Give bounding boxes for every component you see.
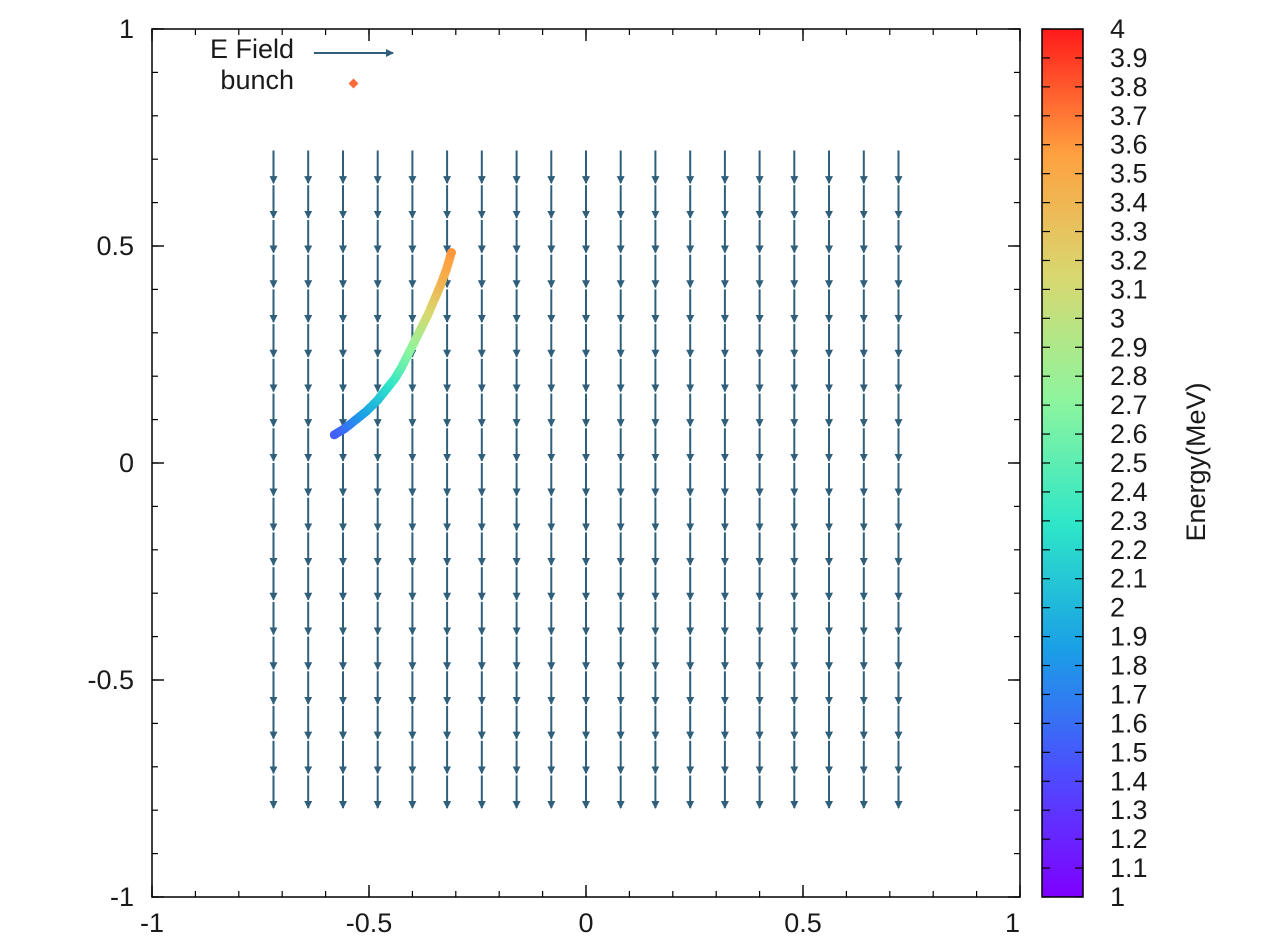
x-tick-label: -0.5	[346, 908, 393, 936]
colorbar-tick-label: 4	[1110, 14, 1125, 44]
colorbar-tick-label: 2.5	[1110, 448, 1148, 478]
colorbar-tick-label: 3.1	[1110, 274, 1148, 304]
x-tick-label: 0.5	[784, 908, 822, 936]
axes: -1 -0.5 0 0.5 1 1 0.5 0 -0.5 -1	[87, 14, 1021, 936]
plot-area	[269, 150, 903, 809]
colorbar-tick-label: 2.7	[1110, 390, 1148, 420]
colorbar-tick-label: 1.5	[1110, 737, 1148, 767]
colorbar-tick-label: 3.8	[1110, 72, 1148, 102]
colorbar-tick-label: 2.8	[1110, 361, 1148, 391]
colorbar-tick-label: 1.8	[1110, 651, 1148, 681]
colorbar: Energy(MeV) 43.93.83.73.63.53.43.33.23.1…	[1041, 14, 1211, 912]
colorbar-tick-label: 2.4	[1110, 477, 1148, 507]
colorbar-tick-label: 1.2	[1110, 824, 1148, 854]
legend: E Field bunch	[210, 34, 394, 95]
legend-label-bunch: bunch	[220, 65, 294, 95]
y-tick-label: 1	[119, 14, 134, 44]
colorbar-title: Energy(MeV)	[1181, 382, 1211, 541]
colorbar-tick-label: 1.9	[1110, 622, 1148, 652]
colorbar-tick-label: 2.6	[1110, 419, 1148, 449]
colorbar-tick-label: 3.5	[1110, 159, 1148, 189]
colorbar-tick-label: 2.2	[1110, 535, 1148, 565]
y-tick-label: 0	[119, 448, 134, 478]
colorbar-tick-label: 1.1	[1110, 853, 1148, 883]
colorbar-tick-label: 3.4	[1110, 188, 1148, 218]
colorbar-tick-label: 1.3	[1110, 795, 1148, 825]
colorbar-tick-label: 3.7	[1110, 101, 1148, 131]
y-tick-label: -0.5	[87, 665, 134, 695]
colorbar-tick-label: 2.9	[1110, 332, 1148, 362]
colorbar-tick-label: 3.9	[1110, 43, 1148, 73]
colorbar-tick-label: 1.7	[1110, 679, 1148, 709]
colorbar-tick-label: 2.1	[1110, 564, 1148, 594]
colorbar-tick-label: 1	[1110, 882, 1125, 912]
legend-label-e-field: E Field	[210, 34, 294, 64]
legend-sample-bunch	[348, 78, 359, 89]
colorbar-tick-label: 3.6	[1110, 130, 1148, 160]
bunch-point	[447, 248, 456, 257]
colorbar-tick-label: 1.6	[1110, 708, 1148, 738]
x-tick-label: -1	[140, 908, 164, 936]
x-tick-label: 0	[578, 908, 593, 936]
y-tick-label: -1	[110, 882, 134, 912]
colorbar-tick-label: 3.3	[1110, 217, 1148, 247]
colorbar-tick-label: 1.4	[1110, 766, 1148, 796]
y-tick-label: 0.5	[96, 231, 134, 261]
colorbar-tick-label: 2	[1110, 593, 1125, 623]
colorbar-tick-label: 3	[1110, 303, 1125, 333]
x-tick-label: 1	[1005, 908, 1020, 936]
colorbar-tick-label: 3.2	[1110, 245, 1148, 275]
colorbar-tick-label: 2.3	[1110, 506, 1148, 536]
